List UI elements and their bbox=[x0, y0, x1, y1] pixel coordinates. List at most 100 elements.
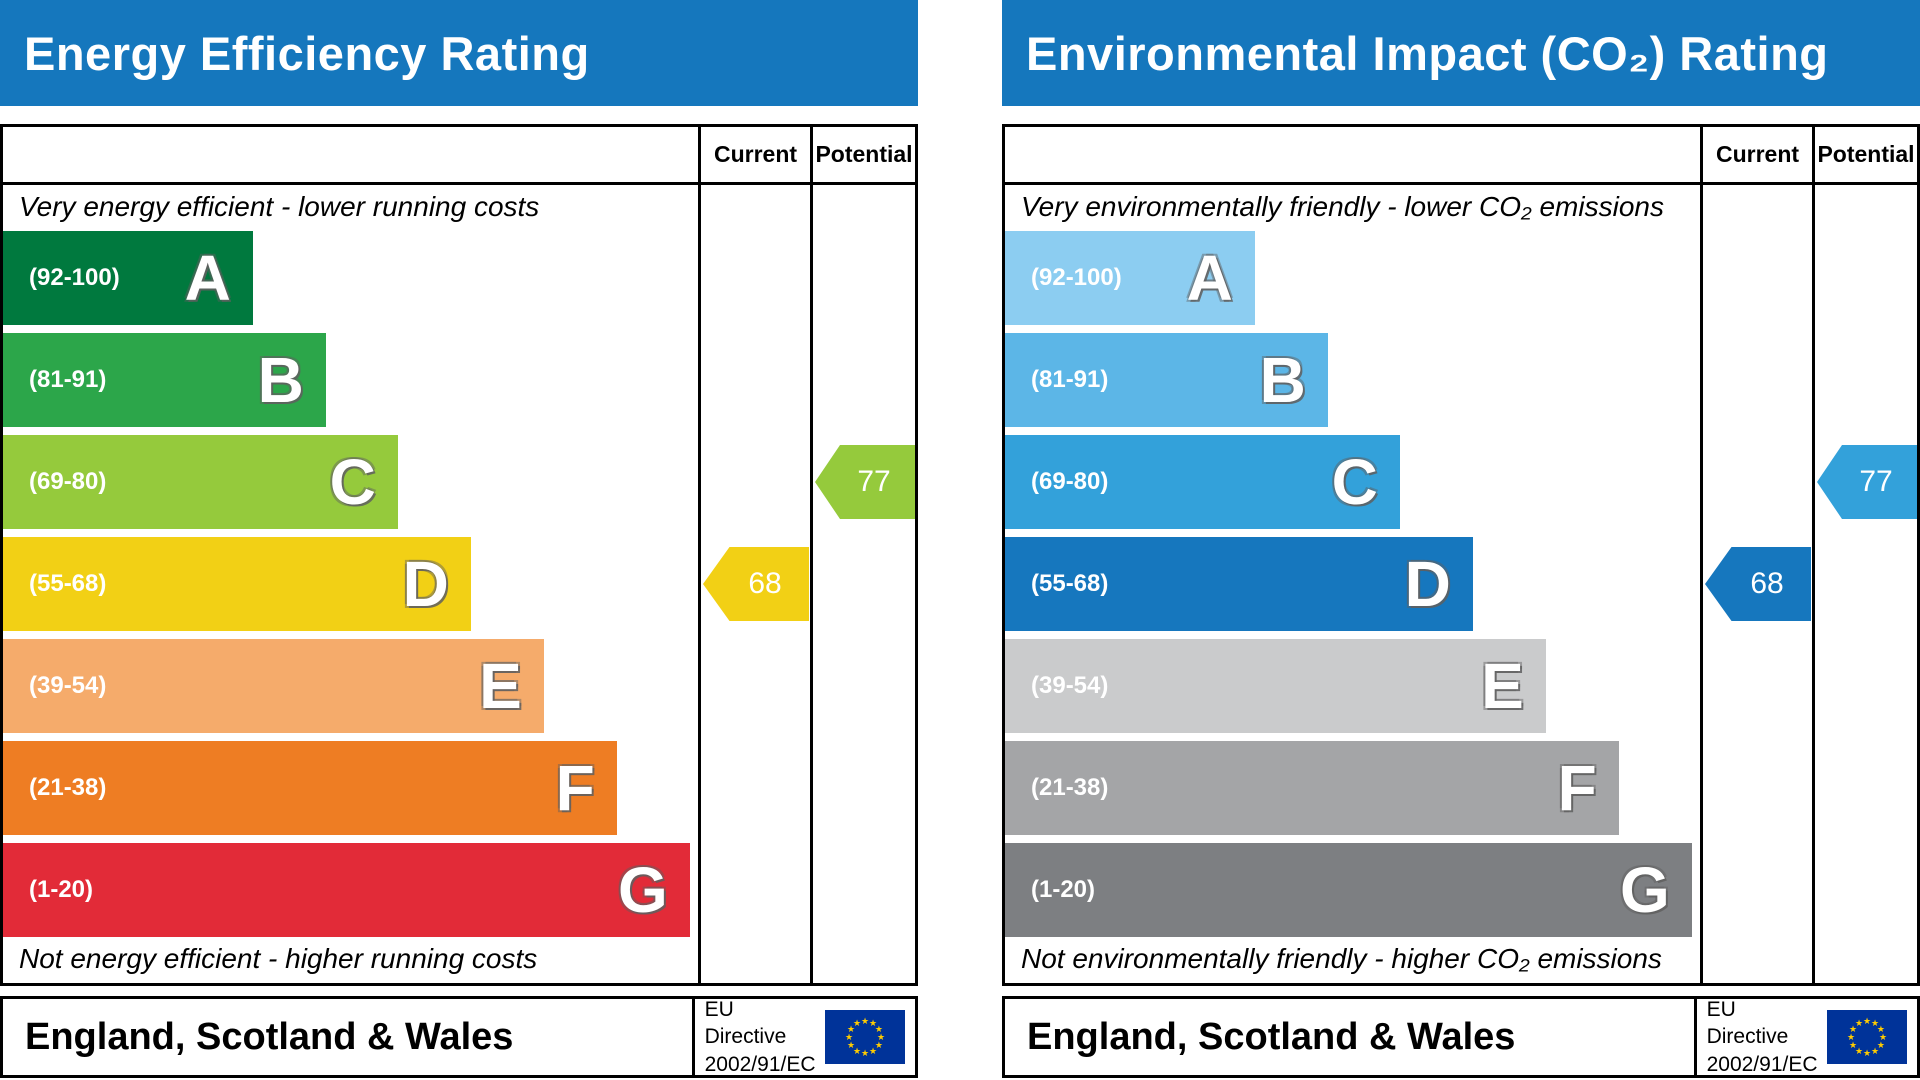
svg-text:★: ★ bbox=[1877, 1024, 1885, 1034]
eu-directive-line2: 2002/91/EC bbox=[704, 1052, 816, 1076]
svg-text:★: ★ bbox=[1877, 1040, 1885, 1050]
svg-text:★: ★ bbox=[1849, 1040, 1857, 1050]
region-label: England, Scotland & Wales bbox=[1027, 1015, 1516, 1058]
eu-flag: ★ ★ ★ ★ ★ ★ ★ ★ ★ ★ ★ ★ bbox=[816, 999, 915, 1075]
band-range-label: (1-20) bbox=[1031, 876, 1096, 903]
bottom-note: Not energy efficient - higher running co… bbox=[19, 943, 538, 974]
band-a: (92-100) A bbox=[1005, 231, 1255, 325]
top-note: Very energy efficient - lower running co… bbox=[19, 191, 540, 222]
band-range-label: (39-54) bbox=[1031, 672, 1109, 699]
svg-text:★: ★ bbox=[877, 1032, 885, 1042]
band-range-label: (1-20) bbox=[29, 876, 94, 903]
svg-text:★: ★ bbox=[875, 1040, 883, 1050]
svg-text:★: ★ bbox=[861, 1016, 869, 1026]
band-letter: E bbox=[1481, 650, 1524, 722]
header-divider bbox=[3, 182, 915, 185]
band-letter: D bbox=[1404, 548, 1451, 620]
band-letter: G bbox=[617, 854, 668, 926]
svg-text:★: ★ bbox=[1871, 1046, 1879, 1056]
band-range-label: (21-38) bbox=[1031, 774, 1109, 801]
environmental-impact-rating-panel: Environmental Impact (CO₂) Rating Curren… bbox=[1002, 0, 1920, 1080]
potential-column-header: Potential bbox=[815, 141, 913, 167]
current-rating-arrow: 68 bbox=[703, 547, 809, 621]
band-letter: C bbox=[1331, 446, 1378, 518]
band-letter: B bbox=[257, 344, 304, 416]
band-f: (21-38) F bbox=[1005, 741, 1619, 835]
column-divider bbox=[1812, 127, 1815, 983]
potential-column-header: Potential bbox=[1817, 141, 1915, 167]
band-f: (21-38) F bbox=[3, 741, 617, 835]
band-e: (39-54) E bbox=[1005, 639, 1546, 733]
svg-text:★: ★ bbox=[1863, 1016, 1871, 1026]
band-d: (55-68) D bbox=[1005, 537, 1473, 631]
svg-text:★: ★ bbox=[847, 1024, 855, 1034]
eu-directive-line1: EU Directive bbox=[1706, 998, 1789, 1049]
band-range-label: (69-80) bbox=[1031, 468, 1109, 495]
band-range-label: (69-80) bbox=[29, 468, 107, 495]
rating-bands: (92-100) A (81-91) B (69-80) C (55-68) D (39-54)… bbox=[1005, 231, 1917, 945]
svg-text:★: ★ bbox=[869, 1046, 877, 1056]
svg-text:★: ★ bbox=[1855, 1046, 1863, 1056]
current-column-header: Current bbox=[1715, 141, 1800, 167]
eu-directive-line2: 2002/91/EC bbox=[1706, 1052, 1818, 1076]
column-divider bbox=[810, 127, 813, 983]
band-letter: G bbox=[1619, 854, 1670, 926]
current-column-header: Current bbox=[713, 141, 798, 167]
band-letter: A bbox=[184, 242, 231, 314]
band-letter: E bbox=[479, 650, 522, 722]
svg-text:★: ★ bbox=[1855, 1018, 1863, 1028]
chart-title: Energy Efficiency Rating bbox=[0, 0, 918, 106]
band-e: (39-54) E bbox=[3, 639, 544, 733]
band-letter: B bbox=[1259, 344, 1306, 416]
svg-text:★: ★ bbox=[869, 1018, 877, 1028]
svg-text:★: ★ bbox=[845, 1032, 853, 1042]
band-letter: F bbox=[1557, 752, 1597, 824]
energy-efficiency-rating-panel: Energy Efficiency Rating Current Potenti… bbox=[0, 0, 918, 1080]
band-c: (69-80) C bbox=[1005, 435, 1400, 529]
column-divider bbox=[1700, 127, 1703, 983]
environmental-chart-box: Current Potential Very environmentally f… bbox=[1002, 124, 1920, 986]
svg-text:★: ★ bbox=[853, 1046, 861, 1056]
eu-flag: ★ ★ ★ ★ ★ ★ ★ ★ ★ ★ ★ ★ bbox=[1818, 999, 1917, 1075]
chart-footer: England, Scotland & Wales EU Directive 2… bbox=[1002, 996, 1920, 1078]
band-d: (55-68) D bbox=[3, 537, 471, 631]
band-range-label: (81-91) bbox=[29, 366, 107, 393]
top-note: Very environmentally friendly - lower CO… bbox=[1021, 191, 1664, 222]
svg-text:★: ★ bbox=[1847, 1032, 1855, 1042]
rating-bands: (92-100) A (81-91) B (69-80) C (55-68) D (39-54)… bbox=[3, 231, 915, 945]
band-range-label: (55-68) bbox=[29, 570, 107, 597]
column-divider bbox=[698, 127, 701, 983]
band-letter: A bbox=[1186, 242, 1233, 314]
svg-text:★: ★ bbox=[853, 1018, 861, 1028]
band-range-label: (39-54) bbox=[29, 672, 107, 699]
svg-text:★: ★ bbox=[1871, 1018, 1879, 1028]
svg-text:★: ★ bbox=[1863, 1048, 1871, 1058]
band-range-label: (55-68) bbox=[1031, 570, 1109, 597]
header-divider bbox=[1005, 182, 1917, 185]
band-a: (92-100) A bbox=[3, 231, 253, 325]
svg-text:★: ★ bbox=[847, 1040, 855, 1050]
band-g: (1-20) G bbox=[1005, 843, 1692, 937]
svg-text:★: ★ bbox=[861, 1048, 869, 1058]
band-range-label: (81-91) bbox=[1031, 366, 1109, 393]
band-letter: C bbox=[329, 446, 376, 518]
svg-text:★: ★ bbox=[875, 1024, 883, 1034]
band-c: (69-80) C bbox=[3, 435, 398, 529]
svg-text:★: ★ bbox=[1849, 1024, 1857, 1034]
band-b: (81-91) B bbox=[3, 333, 326, 427]
band-range-label: (92-100) bbox=[29, 264, 120, 291]
chart-title: Environmental Impact (CO₂) Rating bbox=[1002, 0, 1920, 106]
eu-directive-line1: EU Directive bbox=[704, 998, 787, 1049]
potential-rating-arrow: 77 bbox=[815, 445, 915, 519]
svg-text:★: ★ bbox=[1879, 1032, 1887, 1042]
band-range-label: (92-100) bbox=[1031, 264, 1122, 291]
bottom-note: Not environmentally friendly - higher CO… bbox=[1021, 943, 1662, 974]
band-letter: F bbox=[555, 752, 595, 824]
region-label: England, Scotland & Wales bbox=[25, 1015, 514, 1058]
band-letter: D bbox=[402, 548, 449, 620]
band-range-label: (21-38) bbox=[29, 774, 107, 801]
eu-directive-label: EU Directive 2002/91/EC bbox=[691, 998, 816, 1076]
energy-chart-box: Current Potential Very energy efficient … bbox=[0, 124, 918, 986]
band-b: (81-91) B bbox=[1005, 333, 1328, 427]
band-g: (1-20) G bbox=[3, 843, 690, 937]
